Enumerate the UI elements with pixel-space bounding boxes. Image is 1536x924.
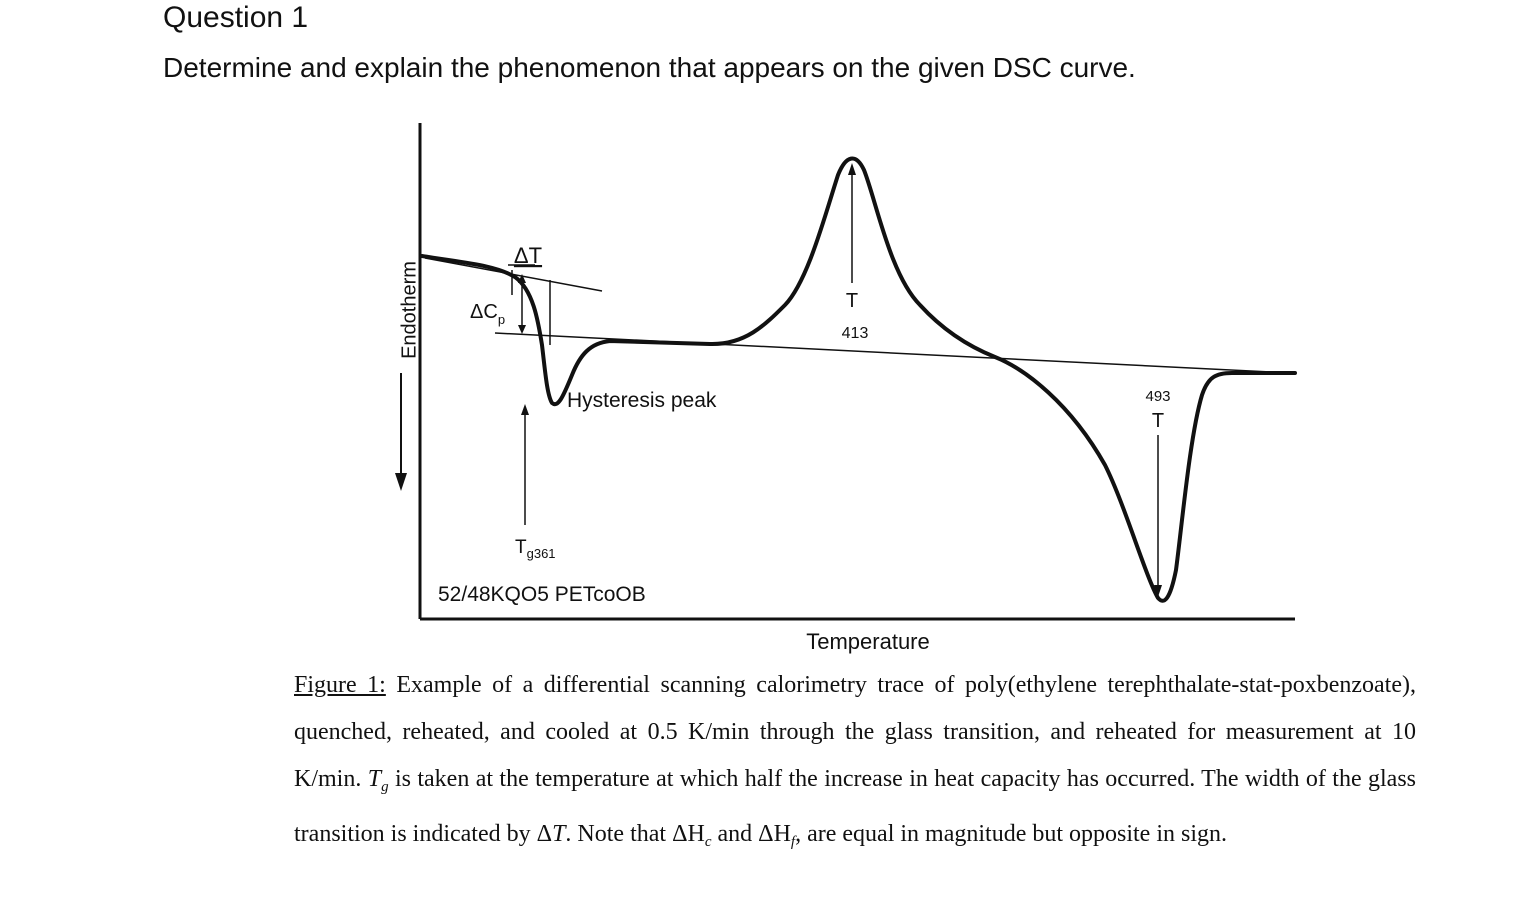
delta-t-label: ΔT xyxy=(514,243,542,268)
caption-delta-t: T xyxy=(552,821,566,847)
tg-label: Tg361 xyxy=(515,537,556,561)
peak2-value-label: 493 xyxy=(1145,388,1170,405)
question-heading: Question 1 xyxy=(163,1,309,34)
caption-tg-sub: g xyxy=(381,779,389,795)
caption-text-2: is taken at the temperature at which hal… xyxy=(294,766,1416,847)
caption-text-4: and ΔH xyxy=(711,821,791,847)
dsc-plot: Endotherm ΔT ΔCp Hysteresis peak Tg361 5… xyxy=(395,123,1297,654)
delta-cp-arrowhead-bottom xyxy=(518,325,526,334)
peak1-value-label: 413 xyxy=(842,325,869,342)
caption-text-5: , are equal in magnitude but opposite in… xyxy=(795,821,1228,847)
x-axis-label: Temperature xyxy=(806,629,930,654)
baseline xyxy=(494,332,1291,374)
peak2-arrowhead xyxy=(1154,585,1162,597)
caption-text-1: Example of a differential scanning calor… xyxy=(294,672,1416,792)
sample-label: 52/48KQO5 PETcoOB xyxy=(438,583,646,606)
caption-hf-sub: f xyxy=(790,834,796,850)
peak1-t-label: T xyxy=(846,290,858,312)
caption-text-3: . Note that ΔH xyxy=(565,821,705,847)
peak2-t-label: T xyxy=(1152,410,1164,432)
dsc-curve xyxy=(420,156,1297,603)
question-prompt: Determine and explain the phenomenon tha… xyxy=(163,52,1136,83)
delta-cp-label: ΔCp xyxy=(470,301,505,327)
endotherm-arrowhead xyxy=(395,473,407,491)
figure-caption: Figure 1: Example of a differential scan… xyxy=(294,662,1416,866)
hysteresis-peak-label: Hysteresis peak xyxy=(567,389,717,412)
caption-tg-symbol: T xyxy=(367,766,382,792)
delta-cp-arrowhead-top xyxy=(518,274,526,283)
tg-arrowhead xyxy=(521,404,529,415)
y-axis-label: Endotherm xyxy=(398,261,420,359)
dsc-figure: Endotherm ΔT ΔCp Hysteresis peak Tg361 5… xyxy=(370,105,1320,660)
caption-hc-sub: c xyxy=(704,834,712,850)
peak1-arrowhead xyxy=(848,163,856,175)
figure-reference: Figure 1: xyxy=(294,672,386,698)
